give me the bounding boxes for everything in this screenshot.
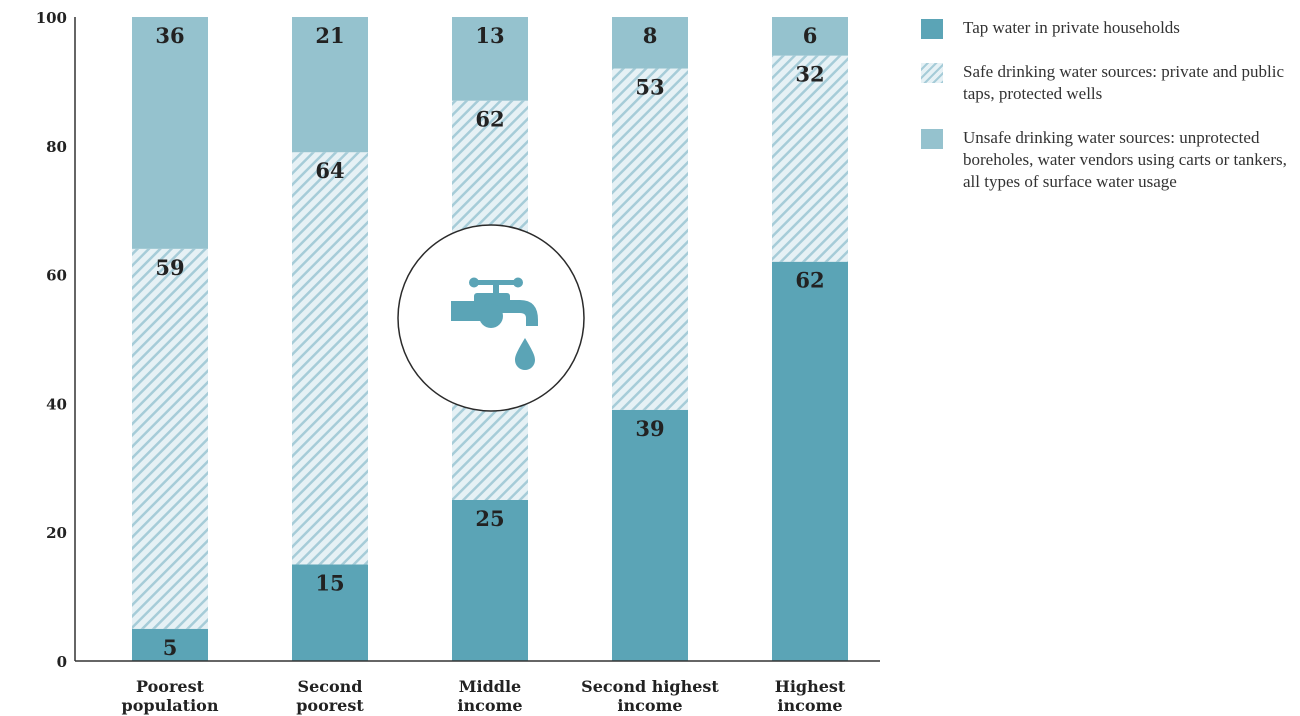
data-label: 6 xyxy=(803,23,818,48)
bar-segment-middle-income-series-2 xyxy=(452,17,528,101)
legend-label-safe-sources: Safe drinking water sources: private and… xyxy=(963,62,1285,103)
legend-label-tap-water: Tap water in private households xyxy=(963,18,1180,37)
water-tap-icon xyxy=(397,224,585,412)
legend-swatch-tap-water xyxy=(921,19,943,39)
x-tick-label: Poorest population xyxy=(122,677,219,715)
legend-item-safe-sources: Safe drinking water sources: private and… xyxy=(921,61,1296,105)
x-tick-label: Second poorest xyxy=(296,677,364,715)
bar-segment-highest-income-series-0 xyxy=(772,261,848,661)
bar-segment-middle-income-series-0 xyxy=(452,500,528,661)
x-tick-label: Highest income xyxy=(775,677,846,715)
y-tick-label: 0 xyxy=(57,653,67,671)
y-tick-label: 100 xyxy=(36,9,67,27)
data-label: 25 xyxy=(475,506,504,531)
y-tick-label: 20 xyxy=(46,524,67,542)
legend-swatch-safe-sources xyxy=(921,63,943,83)
data-label: 13 xyxy=(475,23,504,48)
legend: Tap water in private households Safe dri… xyxy=(921,17,1296,215)
bar-segment-highest-income-series-2 xyxy=(772,17,848,56)
bar-segment-highest-income-series-1 xyxy=(772,55,848,262)
legend-item-tap-water: Tap water in private households xyxy=(921,17,1296,39)
legend-label-unsafe-sources: Unsafe drinking water sources: unprotect… xyxy=(963,128,1287,191)
bar-segment-poorest-population-series-1 xyxy=(132,248,208,629)
bar-segment-poorest-population-series-2 xyxy=(132,17,208,249)
bar-segment-second-highest-income-series-0 xyxy=(612,409,688,661)
bar-segment-second-highest-income-series-2 xyxy=(612,17,688,69)
stacked-bar-chart: Poorest population Second poorest Middle inco… xyxy=(36,9,880,715)
data-label: 36 xyxy=(155,23,184,48)
bar-segment-second-poorest-series-2 xyxy=(292,17,368,153)
y-tick-label: 80 xyxy=(46,138,67,156)
x-tick-label: Second highest income xyxy=(581,677,719,715)
data-label: 5 xyxy=(163,635,178,660)
data-label: 15 xyxy=(315,570,344,595)
bar-segment-poorest-population-series-0 xyxy=(132,628,208,661)
bar-segment-second-highest-income-series-1 xyxy=(612,68,688,410)
data-label: 53 xyxy=(635,75,664,100)
data-label: 64 xyxy=(315,158,344,183)
data-label: 62 xyxy=(795,268,824,293)
y-tick-label: 60 xyxy=(46,267,67,285)
legend-item-unsafe-sources: Unsafe drinking water sources: unprotect… xyxy=(921,127,1296,193)
data-label: 39 xyxy=(635,416,664,441)
data-label: 8 xyxy=(643,23,658,48)
data-label: 59 xyxy=(155,255,184,280)
legend-swatch-unsafe-sources xyxy=(921,129,943,149)
data-label: 32 xyxy=(795,62,824,87)
bar-segment-second-poorest-series-1 xyxy=(292,152,368,565)
x-tick-label: Middle income xyxy=(457,677,522,715)
bar-segment-second-poorest-series-0 xyxy=(292,564,368,661)
data-label: 62 xyxy=(475,107,504,132)
data-label: 21 xyxy=(315,23,344,48)
y-tick-label: 40 xyxy=(46,395,67,413)
